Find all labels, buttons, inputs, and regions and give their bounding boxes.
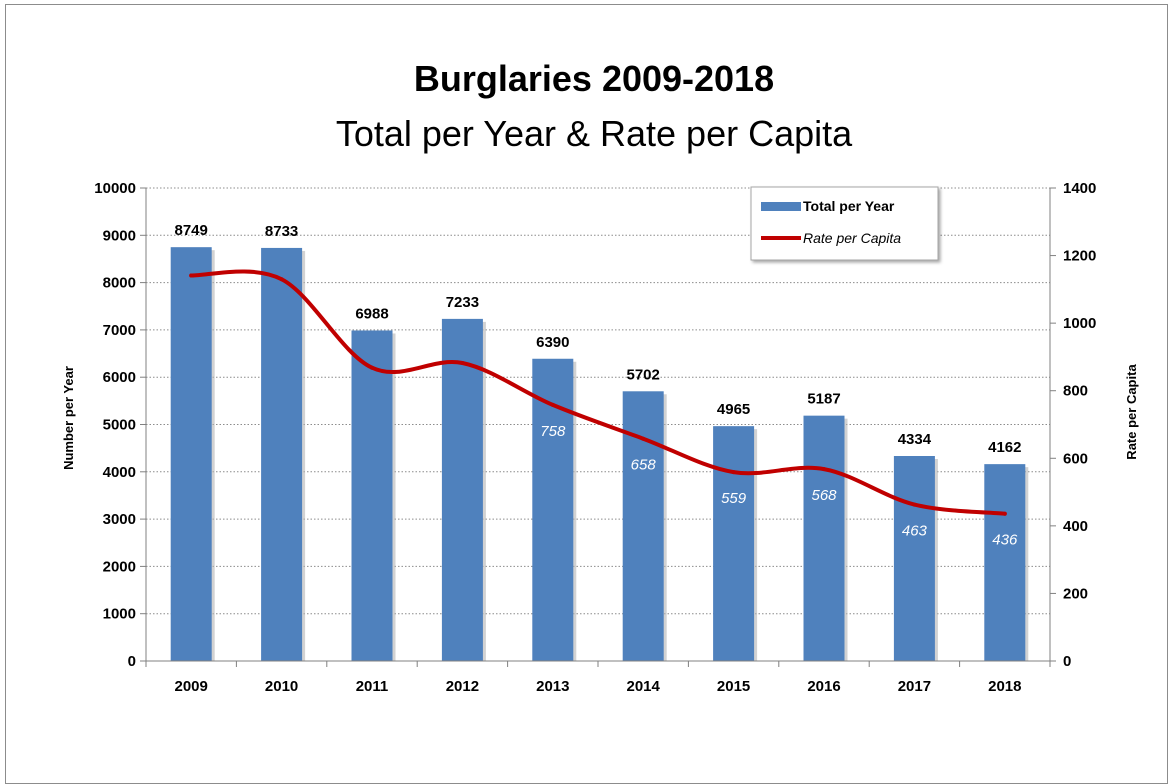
x-tick-label: 2017 [898,678,931,695]
y-tick-label-left: 2000 [103,558,136,575]
y-tick-label-right: 0 [1063,653,1071,670]
bar-data-label: 5187 [807,391,840,408]
bar [261,247,303,662]
x-tick-label: 2011 [356,678,389,695]
rate-line [189,269,1007,516]
bar-data-label: 4334 [898,431,932,448]
x-tick-label: 2014 [627,678,661,695]
rate-point [641,436,646,441]
rate-point [460,361,465,366]
y-tick-label-left: 0 [128,653,136,670]
x-tick-label: 2015 [717,678,750,695]
rate-point [189,273,194,278]
rate-point [279,277,284,282]
y-axis-label-left: Number per Year [61,366,76,470]
chart-frame: Burglaries 2009-2018 Total per Year & Ra… [5,4,1168,784]
rate-point [370,365,374,370]
legend: Total per Year Rate per Capita [750,186,939,261]
bar-data-label: 8733 [265,223,298,240]
bar-data-label: 8749 [175,222,208,239]
line-series-rate-per-capita [189,269,1007,516]
bar-data-label: 5702 [627,366,660,383]
bar-data-label: 6390 [536,334,569,351]
x-tick-label: 2012 [446,678,479,695]
y-tick-label-right: 600 [1063,450,1088,467]
data-labels: 8749 8733 6988 7233 6390 5702 4965 5187 4334 4162… [175,222,1022,549]
bar-series-total-per-year [170,247,1029,662]
y-tick-label-right: 1400 [1063,180,1096,197]
chart-title: Burglaries 2009-2018 [414,58,774,99]
y-tick-label-left: 5000 [103,417,136,434]
bar-data-label: 6988 [355,305,388,322]
y-tick-label-left: 3000 [103,511,136,528]
bar-data-label: 4162 [988,439,1021,456]
bar-data-label: 7233 [446,294,479,311]
x-tick-label: 2013 [536,678,569,695]
bar [803,415,845,661]
y-tick-label-left: 7000 [103,322,136,339]
rate-data-label: 559 [721,490,747,507]
legend-swatch-bar [761,202,801,211]
y-tick-label-left: 8000 [103,275,136,292]
y-tick-label-left: 6000 [103,369,136,386]
legend-box [750,186,939,261]
legend-label-rate-per-capita: Rate per Capita [803,230,901,246]
bar [984,464,1026,661]
y-axis-label-right: Rate per Capita [1124,364,1139,460]
chart: Burglaries 2009-2018 Total per Year & Ra… [61,58,1139,695]
y-tick-label-right: 1000 [1063,315,1096,332]
bar [622,391,664,661]
y-tick-label-right: 1200 [1063,248,1096,265]
bar [170,247,212,661]
y-tick-label-left: 4000 [103,464,136,481]
rate-point [1002,511,1007,516]
rate-data-label: 436 [992,532,1018,549]
axes: 0100020003000400050006000700080009000100… [94,180,1096,695]
bar [351,330,393,661]
bar-data-label: 4965 [717,401,750,418]
rate-data-label: 758 [540,423,566,440]
rate-point [912,502,917,507]
rate-data-label: 568 [811,487,837,504]
x-tick-label: 2010 [265,678,298,695]
legend-label-total-per-year: Total per Year [803,198,895,214]
y-tick-label-left: 9000 [103,227,136,244]
rate-point [731,470,736,475]
bar [441,318,483,661]
y-tick-label-left: 1000 [103,606,136,623]
rate-point [550,402,555,407]
chart-subtitle: Total per Year & Rate per Capita [336,113,853,154]
x-tick-label: 2016 [807,678,840,695]
x-tick-label: 2018 [988,678,1021,695]
y-tick-label-right: 200 [1063,585,1088,602]
rate-data-label: 463 [902,523,928,540]
rate-data-label: 658 [631,457,657,474]
y-tick-label-right: 800 [1063,383,1088,400]
y-tick-label-right: 400 [1063,518,1088,535]
rate-point [822,467,826,472]
bar [713,426,755,661]
x-tick-label: 2009 [175,678,208,695]
bar [893,456,935,661]
y-tick-label-left: 10000 [94,180,136,197]
